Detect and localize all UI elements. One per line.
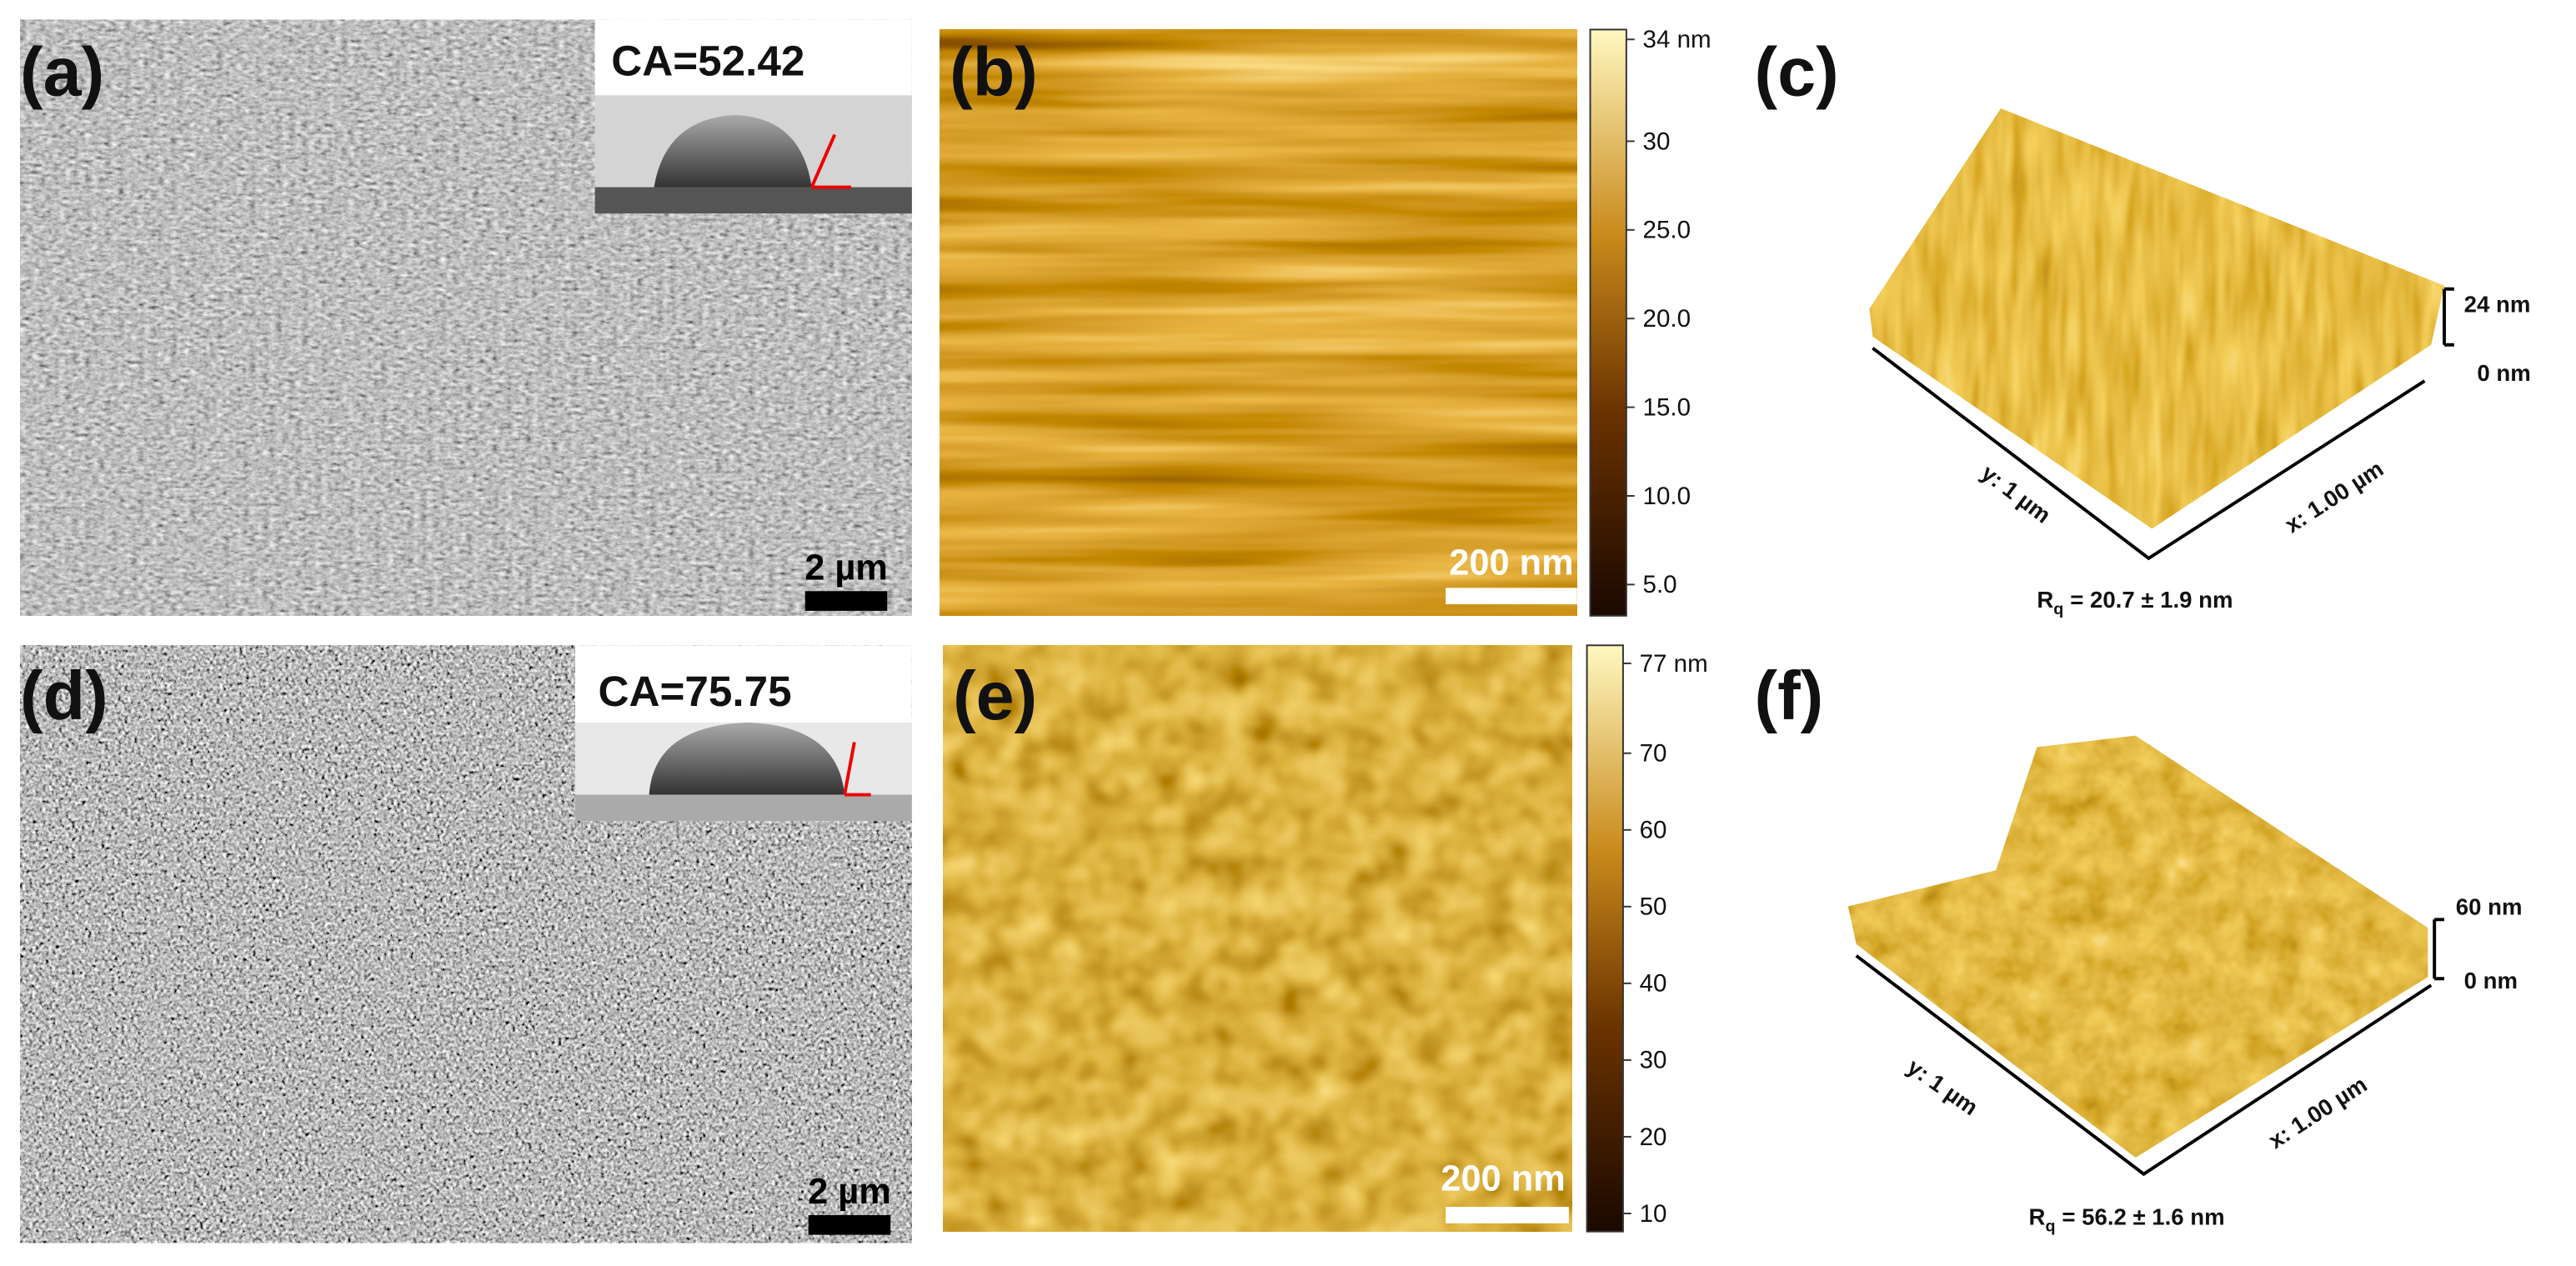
colorbar-tick-label: 77 nm bbox=[1640, 650, 1708, 678]
colorbar-tick-label: 34 nm bbox=[1643, 26, 1711, 53]
colorbar-tick-label: 30 bbox=[1640, 1047, 1667, 1074]
scale-bar bbox=[1446, 1207, 1569, 1223]
colorbar-tick-label: 40 bbox=[1640, 970, 1667, 998]
panel-label: (e) bbox=[953, 657, 1037, 734]
contact-angle: CA=75.75 bbox=[599, 668, 792, 715]
panel-label: (a) bbox=[20, 33, 104, 110]
y-axis-label: y: 1 µm bbox=[1977, 459, 2056, 528]
colorbar-tick-label: 20 bbox=[1640, 1123, 1667, 1151]
surface-3d bbox=[1869, 108, 2444, 529]
colorbar-tick-label: 50 bbox=[1640, 893, 1667, 921]
angle-marker bbox=[809, 133, 851, 189]
colorbar-tick-label: 20.0 bbox=[1643, 305, 1691, 333]
roughness: Rq = 56.2 ± 1.6 nm bbox=[2029, 1204, 2225, 1236]
z-axis bbox=[2433, 918, 2444, 981]
droplet bbox=[649, 722, 845, 795]
roughness: Rq = 20.7 ± 1.9 nm bbox=[2037, 587, 2233, 618]
colorbar-tick-label: 15.0 bbox=[1643, 393, 1691, 421]
droplet bbox=[654, 114, 812, 188]
surface-3d bbox=[1847, 735, 2428, 1158]
x-axis-label: x: 1.00 µm bbox=[2280, 455, 2388, 538]
angle-marker bbox=[843, 742, 871, 797]
panel-label: (d) bbox=[20, 657, 108, 734]
colorbar bbox=[1586, 644, 1624, 1233]
panel-label: (f) bbox=[1755, 657, 1824, 734]
colorbar-tick-label: 30 bbox=[1643, 128, 1671, 155]
contact-angle: CA=52.42 bbox=[611, 38, 804, 85]
panel-label: (b) bbox=[950, 33, 1038, 110]
scale-bar bbox=[1446, 588, 1577, 605]
scale-bar bbox=[804, 591, 888, 611]
y-axis-label: y: 1 µm bbox=[1902, 1053, 1982, 1120]
z-axis bbox=[2443, 287, 2454, 347]
z-min: 0 nm bbox=[2477, 360, 2530, 386]
scale-bar bbox=[808, 1214, 891, 1235]
scale-bar-label: 200 nm bbox=[1449, 543, 1573, 583]
panel-label: (c) bbox=[1755, 33, 1839, 110]
scale-bar-label: 2 µm bbox=[804, 548, 888, 588]
colorbar-tick-label: 5.0 bbox=[1643, 571, 1677, 598]
axis-lines bbox=[1872, 347, 2426, 561]
axis-lines bbox=[1855, 954, 2433, 1177]
z-max: 24 nm bbox=[2464, 291, 2531, 317]
scale-bar-label: 200 nm bbox=[1441, 1158, 1565, 1198]
colorbar-tick-label: 25.0 bbox=[1643, 217, 1691, 244]
scale-bar-label: 2 µm bbox=[808, 1172, 891, 1212]
colorbar-tick-label: 70 bbox=[1640, 740, 1667, 768]
z-max: 60 nm bbox=[2456, 893, 2523, 919]
substrate bbox=[574, 794, 912, 822]
colorbar bbox=[1589, 28, 1627, 617]
colorbar-tick-label: 10 bbox=[1640, 1200, 1667, 1228]
substrate bbox=[594, 187, 912, 214]
colorbar-tick-label: 10.0 bbox=[1643, 483, 1691, 510]
colorbar-tick-label: 60 bbox=[1640, 817, 1667, 844]
afm-image bbox=[943, 645, 1572, 1232]
z-min: 0 nm bbox=[2464, 968, 2518, 993]
afm-image bbox=[940, 29, 1577, 616]
